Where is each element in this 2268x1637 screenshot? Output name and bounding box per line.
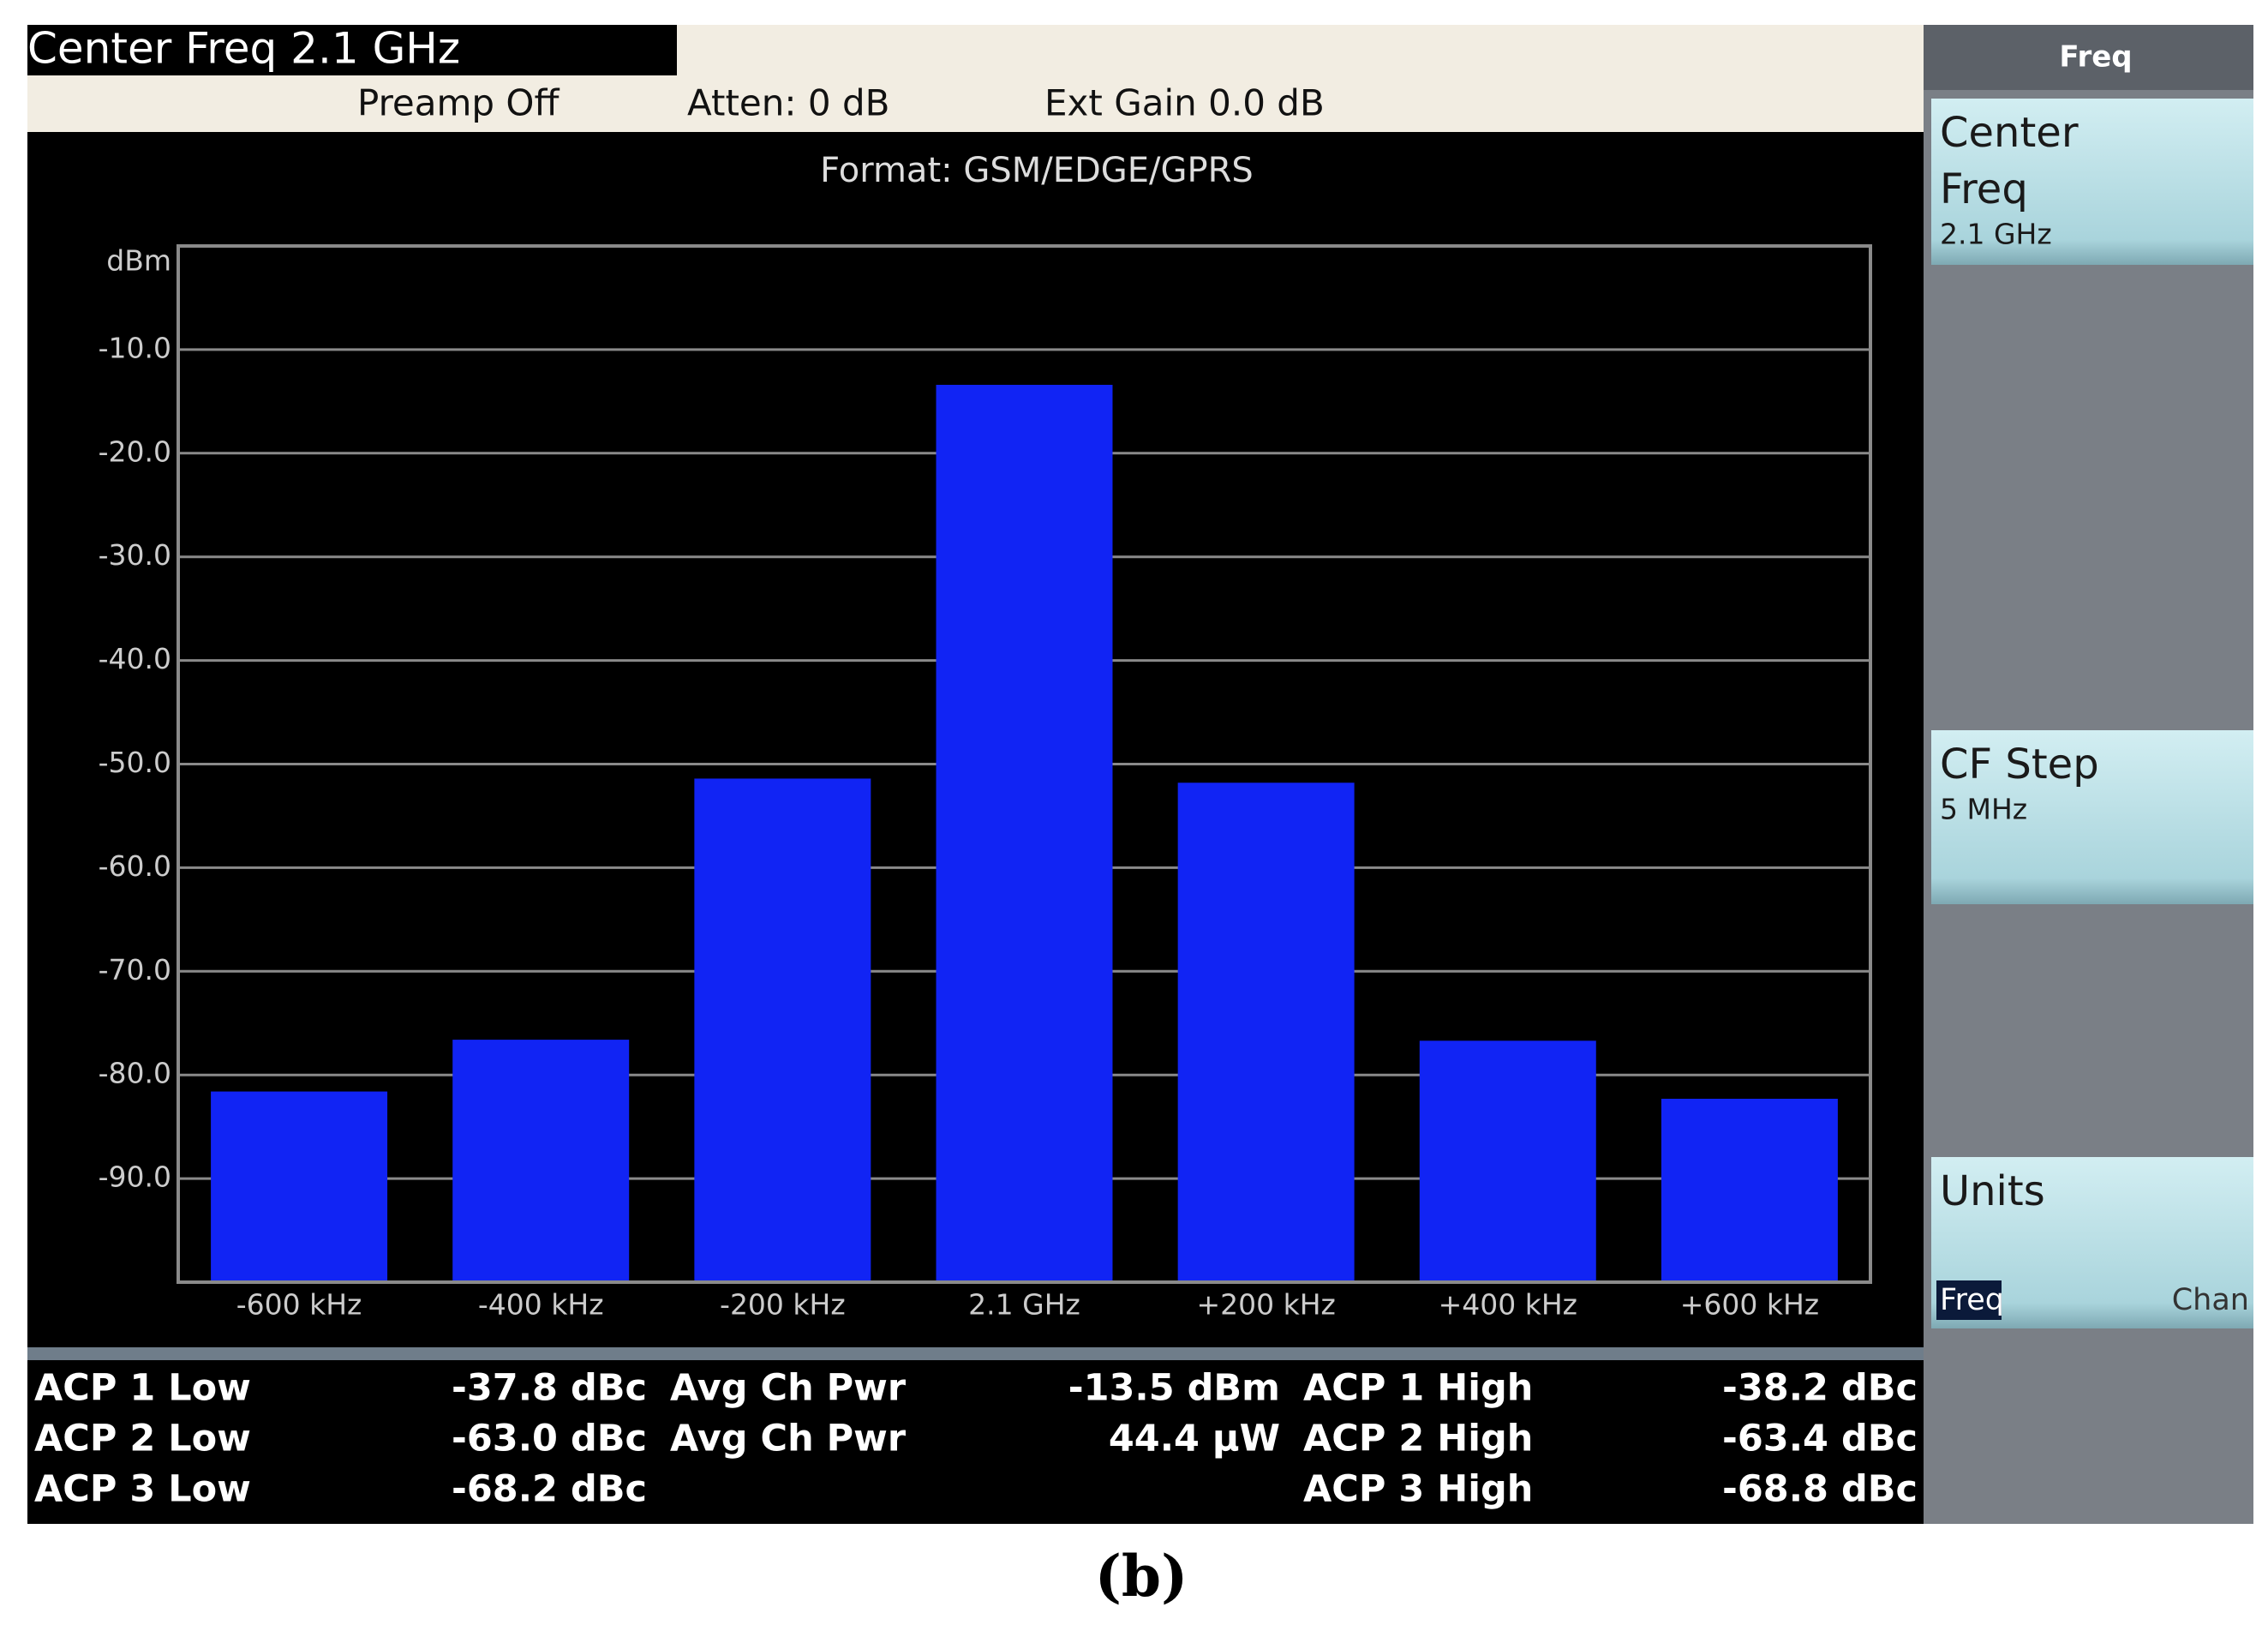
ext-gain: Ext Gain 0.0 dB: [1044, 82, 1325, 124]
y-tick-label: -10.0: [99, 331, 171, 364]
bar: [936, 385, 1113, 1283]
measurement-value: -38.2 dBc: [1722, 1367, 1918, 1410]
atten: Atten: 0 dB: [687, 82, 889, 124]
y-tick-label: -70.0: [99, 953, 171, 986]
measurement-value: -63.4 dBc: [1722, 1418, 1918, 1460]
header-title: Center Freq 2.1 GHz: [27, 24, 460, 74]
bar: [211, 1091, 388, 1282]
measurement-panel: [27, 1360, 1924, 1524]
softkey-header: [1924, 25, 2253, 90]
measurement-label: ACP 2 High: [1303, 1418, 1533, 1460]
measurement-value: -68.2 dBc: [452, 1468, 647, 1511]
measurement-value: 44.4 µW: [1109, 1418, 1280, 1460]
y-tick-label: -40.0: [99, 642, 171, 675]
bar: [1419, 1040, 1596, 1282]
chart-title: Format: GSM/EDGE/GPRS: [820, 151, 1254, 190]
separator: [27, 1347, 1924, 1360]
bar: [452, 1040, 630, 1282]
measurement-label: ACP 2 Low: [34, 1418, 251, 1460]
plot-frame: [177, 244, 1872, 1284]
y-unit: dBm: [106, 244, 171, 278]
softkey-label: Center: [1940, 109, 2079, 157]
selected-option: [1936, 1280, 2002, 1320]
measurement-label: Avg Ch Pwr: [670, 1367, 907, 1410]
y-tick-label: -90.0: [99, 1160, 171, 1194]
title-box: [27, 25, 677, 75]
measurement-label: ACP 3 High: [1303, 1468, 1533, 1511]
bar: [694, 778, 871, 1282]
y-tick-label: -60.0: [99, 849, 171, 883]
measurement-value: -13.5 dBm: [1068, 1367, 1280, 1410]
softkey-option: Freq: [1940, 1283, 2004, 1317]
measurement-label: ACP 3 Low: [34, 1468, 251, 1511]
x-tick-label: 2.1 GHz: [968, 1288, 1080, 1322]
y-tick-label: -80.0: [99, 1057, 171, 1090]
bar: [1177, 783, 1355, 1282]
softkey-label: Freq: [1940, 165, 2028, 213]
y-tick-label: -30.0: [99, 538, 171, 572]
x-tick-label: +600 kHz: [1680, 1288, 1819, 1322]
preamp: Preamp Off: [357, 82, 560, 124]
softkey-option: Chan: [2172, 1283, 2249, 1317]
x-tick-label: +400 kHz: [1439, 1288, 1577, 1322]
softkey-value: 5 MHz: [1940, 793, 2027, 826]
measurement-value: -68.8 dBc: [1722, 1468, 1918, 1511]
measurement-label: ACP 1 High: [1303, 1367, 1533, 1410]
x-tick-label: -200 kHz: [720, 1288, 846, 1322]
measurement-label: Avg Ch Pwr: [670, 1418, 907, 1460]
softkey-title: Freq: [2059, 40, 2132, 75]
softkey[interactable]: [1931, 99, 2253, 265]
measurement-value: -63.0 dBc: [452, 1418, 647, 1460]
x-tick-label: +200 kHz: [1196, 1288, 1335, 1322]
y-tick-label: -20.0: [99, 435, 171, 468]
softkey-label: CF Step: [1940, 741, 2099, 789]
y-tick-label: -50.0: [99, 746, 171, 779]
softkey-label: Units: [1940, 1167, 2045, 1215]
bar: [1661, 1099, 1838, 1282]
measurement-value: -37.8 dBc: [452, 1367, 647, 1410]
softkey[interactable]: [1931, 730, 2253, 904]
caption: (b): [1095, 1543, 1188, 1610]
x-tick-label: -600 kHz: [236, 1288, 362, 1322]
measurement-label: ACP 1 Low: [34, 1367, 251, 1410]
softkey-value: 2.1 GHz: [1940, 218, 2052, 251]
x-tick-label: -400 kHz: [478, 1288, 604, 1322]
